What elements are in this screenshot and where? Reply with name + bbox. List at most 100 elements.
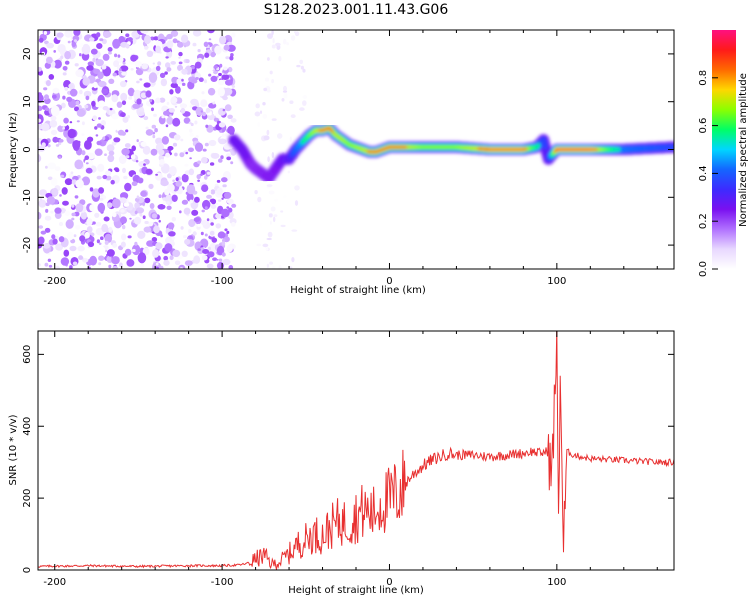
colorbar-gradient (712, 30, 736, 269)
noise-speckle (279, 265, 282, 271)
noise-speckle (208, 74, 211, 77)
noise-speckle (204, 79, 207, 83)
noise-speckle (123, 62, 126, 65)
noise-speckle (49, 74, 55, 80)
noise-speckle (169, 108, 175, 113)
colorbar: 0.00.20.40.60.8 Normalized spectral ampl… (698, 30, 749, 277)
noise-speckle (181, 79, 184, 82)
noise-speckle (99, 243, 102, 245)
noise-speckle (75, 63, 79, 66)
colorbar-tick-label: 0.6 (698, 118, 709, 134)
noise-speckle (162, 136, 169, 145)
noise-speckle (269, 213, 273, 217)
noise-speckle (159, 194, 162, 198)
noise-speckle (130, 55, 137, 62)
noise-speckle (205, 143, 209, 147)
noise-speckle (178, 52, 182, 56)
noise-speckle (254, 190, 257, 194)
noise-speckle (48, 259, 51, 262)
snr-ytick-label: 200 (22, 489, 33, 508)
noise-speckle (112, 199, 121, 209)
noise-speckle (165, 56, 168, 58)
noise-speckle (57, 32, 64, 37)
noise-speckle (202, 249, 209, 254)
noise-speckle (193, 255, 200, 264)
noise-speckle (226, 206, 229, 209)
spectrogram-ytick-label: 10 (22, 95, 33, 108)
noise-speckle (207, 218, 210, 221)
noise-speckle (169, 114, 172, 116)
noise-speckle (270, 71, 273, 75)
noise-speckle (205, 206, 208, 209)
noise-speckle (267, 156, 270, 162)
noise-speckle (168, 231, 176, 236)
noise-speckle (218, 199, 221, 201)
snr-xtick-label: -100 (211, 577, 234, 588)
noise-speckle (184, 239, 190, 245)
noise-speckle (99, 38, 103, 41)
noise-speckle (189, 157, 192, 159)
noise-speckle (53, 239, 58, 245)
noise-speckle (107, 249, 115, 257)
noise-speckle (102, 137, 105, 141)
noise-speckle (197, 224, 200, 227)
noise-speckle (146, 169, 153, 175)
noise-speckle (72, 42, 77, 48)
noise-speckle (174, 134, 181, 140)
noise-speckle (112, 39, 120, 49)
noise-speckle (188, 229, 191, 233)
noise-speckle (273, 217, 275, 223)
noise-speckle (225, 80, 233, 86)
noise-speckle (202, 255, 208, 260)
snr-ylabel: SNR (10 * v/v) (8, 414, 19, 485)
noise-speckle (185, 260, 193, 266)
noise-speckle (302, 69, 305, 73)
noise-speckle (277, 133, 282, 139)
noise-speckle (59, 222, 63, 226)
noise-speckle (37, 263, 41, 267)
noise-speckle (71, 218, 74, 221)
noise-speckle (118, 130, 124, 136)
noise-speckle (137, 139, 139, 142)
noise-speckle (101, 89, 108, 94)
noise-speckle (166, 117, 173, 125)
noise-speckle (96, 59, 104, 66)
noise-speckle (189, 34, 193, 38)
noise-speckle (155, 46, 161, 54)
noise-speckle (175, 261, 180, 266)
noise-speckle (219, 139, 227, 145)
noise-speckle (38, 200, 46, 208)
noise-speckle (90, 251, 95, 255)
snr-ytick-label: 600 (22, 345, 33, 364)
noise-speckle (172, 118, 180, 127)
noise-speckle (54, 207, 61, 213)
noise-speckle (120, 112, 126, 117)
noise-speckle (121, 234, 126, 241)
noise-speckle (166, 67, 171, 72)
noise-speckle (281, 225, 286, 227)
noise-speckle (55, 266, 60, 271)
noise-speckle (188, 148, 194, 153)
noise-speckle (147, 51, 154, 57)
noise-speckle (140, 263, 145, 268)
noise-speckle (124, 183, 131, 192)
noise-speckle (210, 231, 215, 236)
noise-speckle (289, 100, 293, 104)
noise-speckle (216, 188, 222, 196)
noise-speckle (122, 168, 126, 173)
noise-speckle (189, 133, 193, 137)
noise-speckle (89, 37, 95, 41)
noise-speckle (122, 101, 126, 106)
noise-speckle (152, 135, 155, 139)
noise-speckle (185, 69, 187, 72)
noise-speckle (45, 209, 48, 213)
noise-speckle (183, 235, 187, 238)
noise-speckle (103, 54, 110, 61)
noise-speckle (97, 72, 103, 80)
noise-speckle (120, 81, 127, 87)
noise-speckle (101, 224, 108, 232)
noise-speckle (110, 108, 113, 110)
noise-speckle (152, 213, 157, 218)
